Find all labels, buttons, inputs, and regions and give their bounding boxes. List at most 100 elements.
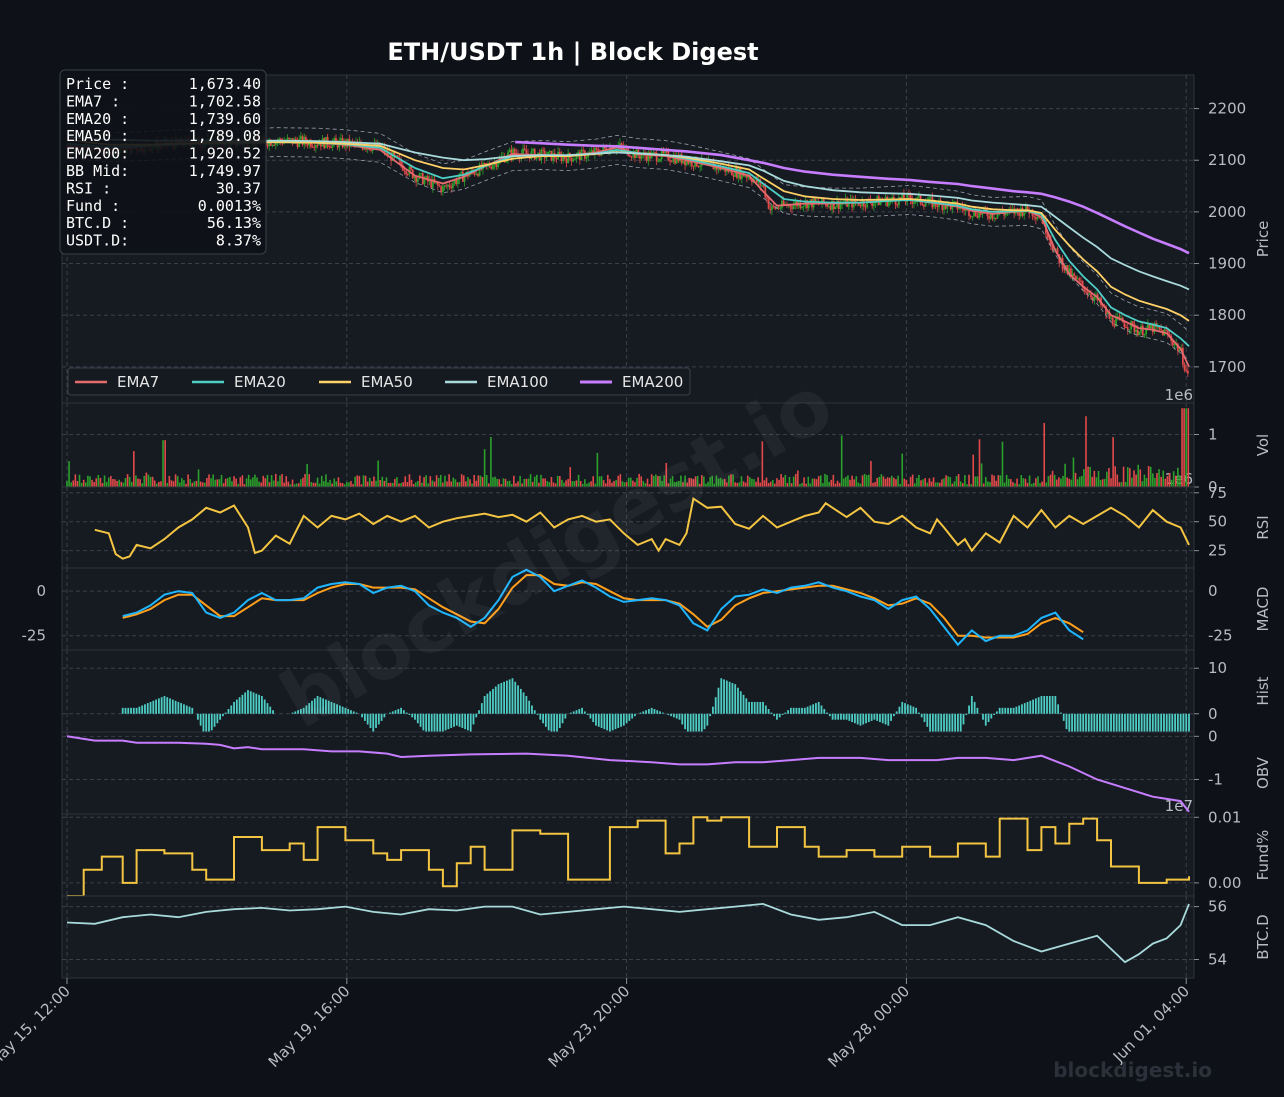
candle-body bbox=[1063, 269, 1066, 271]
candle-body bbox=[794, 201, 797, 205]
histogram-bar bbox=[1182, 713, 1185, 738]
volume-bar bbox=[89, 476, 91, 487]
histogram-bar bbox=[1037, 697, 1040, 714]
histogram-bar bbox=[1090, 713, 1093, 738]
y-tick-label: 2100 bbox=[1208, 151, 1246, 169]
volume-bar bbox=[483, 449, 486, 487]
histogram-bar bbox=[522, 692, 525, 714]
volume-bar bbox=[911, 474, 914, 487]
histogram-bar bbox=[862, 713, 865, 725]
y-tick-label: -1 bbox=[1208, 770, 1223, 788]
candle-body bbox=[562, 156, 565, 162]
volume-bar bbox=[790, 483, 793, 487]
volume-bar bbox=[984, 476, 987, 487]
volume-bar bbox=[784, 474, 787, 487]
volume-bar bbox=[525, 478, 528, 487]
volume-bar bbox=[304, 473, 306, 487]
histogram-bar bbox=[1071, 713, 1073, 738]
y-tick-label: 1 bbox=[1208, 426, 1218, 444]
histogram-bar bbox=[152, 700, 155, 714]
volume-bar bbox=[1064, 463, 1066, 487]
volume-bar bbox=[446, 481, 448, 487]
volume-bar bbox=[1164, 478, 1167, 487]
candle-body bbox=[593, 148, 596, 155]
histogram-bar bbox=[890, 713, 892, 721]
volume-bar bbox=[224, 478, 227, 487]
volume-bar bbox=[485, 474, 488, 487]
volume-bar bbox=[584, 479, 586, 487]
candle-body bbox=[431, 179, 434, 188]
histogram-bar bbox=[931, 713, 934, 734]
volume-bar bbox=[667, 483, 670, 487]
histogram-bar bbox=[1160, 713, 1163, 738]
candle-body bbox=[396, 155, 399, 159]
histogram-bar bbox=[478, 710, 480, 714]
histogram-bar bbox=[299, 709, 302, 714]
volume-bar bbox=[1170, 479, 1173, 487]
volume-bar bbox=[634, 482, 636, 487]
candle-body bbox=[1150, 324, 1153, 329]
candle-body bbox=[866, 198, 869, 208]
volume-bar bbox=[68, 461, 70, 487]
histogram-bar bbox=[581, 707, 583, 714]
candle-body bbox=[954, 201, 957, 203]
histogram-bar bbox=[787, 710, 789, 714]
histogram-bar bbox=[1093, 713, 1096, 738]
candle-body bbox=[861, 200, 864, 207]
histogram-bar bbox=[1001, 707, 1004, 714]
series-btc-dominance bbox=[66, 902, 1190, 964]
volume-bar bbox=[968, 474, 970, 487]
histogram-bar bbox=[127, 707, 130, 714]
volume-bar bbox=[1068, 478, 1071, 487]
volume-bar bbox=[105, 482, 108, 487]
candle-body bbox=[1051, 245, 1054, 251]
candle-body bbox=[771, 205, 773, 211]
candle-body bbox=[1131, 321, 1134, 324]
volume-bar bbox=[116, 480, 118, 487]
volume-bar bbox=[684, 475, 686, 487]
volume-bar bbox=[435, 475, 438, 487]
histogram-bar bbox=[1188, 713, 1190, 738]
volume-bar bbox=[999, 475, 1002, 487]
volume-bar bbox=[636, 477, 638, 487]
volume-bar bbox=[133, 451, 135, 487]
candle-body bbox=[1073, 273, 1076, 276]
volume-bar bbox=[1183, 408, 1185, 487]
volume-bar bbox=[1154, 477, 1156, 487]
histogram-bar bbox=[327, 700, 330, 714]
histogram-bar bbox=[1015, 706, 1018, 714]
volume-bar bbox=[851, 475, 853, 487]
histogram-bar bbox=[597, 713, 600, 727]
candle-body bbox=[548, 150, 551, 152]
volume-bar bbox=[1005, 474, 1008, 487]
candle-body bbox=[1151, 324, 1154, 333]
series-rsi bbox=[94, 496, 1190, 560]
volume-bar bbox=[513, 475, 515, 487]
candle-body bbox=[991, 213, 994, 219]
candle-body bbox=[1153, 323, 1156, 333]
histogram-bar bbox=[1029, 700, 1032, 714]
volume-bar bbox=[771, 479, 774, 487]
histogram-bar bbox=[984, 713, 987, 726]
histogram-bar bbox=[622, 713, 625, 726]
histogram-bar bbox=[135, 707, 138, 714]
volume-bar bbox=[997, 475, 1000, 487]
candle-body bbox=[859, 205, 862, 207]
histogram-bar bbox=[450, 713, 453, 728]
histogram-bar bbox=[1132, 713, 1135, 738]
series-obv bbox=[66, 735, 1190, 813]
volume-bar bbox=[609, 479, 611, 487]
volume-bar bbox=[882, 476, 885, 487]
volume-bar bbox=[331, 483, 333, 487]
histogram-bar bbox=[369, 713, 372, 728]
candle-body bbox=[315, 144, 317, 148]
volume-bar bbox=[561, 479, 563, 487]
volume-bar bbox=[120, 481, 123, 487]
y-axis-label-price: Price bbox=[1254, 221, 1272, 258]
histogram-bar bbox=[372, 713, 375, 732]
volume-bar bbox=[947, 476, 949, 487]
histogram-bar bbox=[1054, 696, 1057, 714]
histogram-bar bbox=[377, 713, 380, 725]
histogram-bar bbox=[686, 713, 689, 734]
volume-bar bbox=[1166, 476, 1169, 487]
